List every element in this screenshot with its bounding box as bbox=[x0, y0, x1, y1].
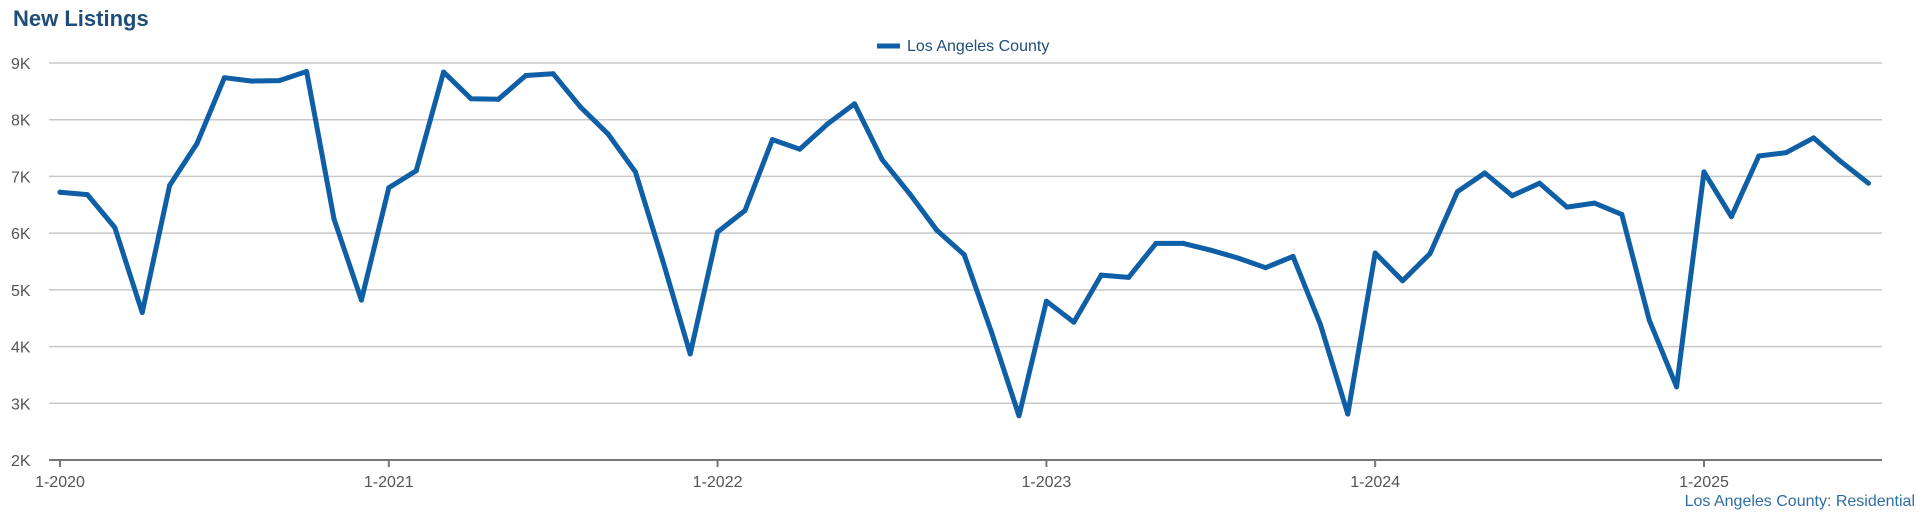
data-point bbox=[989, 329, 995, 335]
data-point bbox=[769, 137, 775, 143]
data-point bbox=[441, 69, 447, 75]
data-point bbox=[331, 216, 337, 222]
data-point bbox=[934, 227, 940, 233]
data-point bbox=[1783, 150, 1789, 156]
data-point bbox=[413, 168, 419, 174]
x-tick-label-1-2021: 1-2021 bbox=[364, 474, 414, 491]
y-tick-label-5K: 5K bbox=[11, 283, 31, 300]
x-tick-label-1-2025: 1-2025 bbox=[1679, 474, 1729, 491]
legend: Los Angeles County bbox=[877, 38, 1049, 55]
data-point bbox=[221, 75, 227, 81]
data-point bbox=[1208, 247, 1214, 253]
data-point bbox=[797, 146, 803, 152]
data-point bbox=[1372, 250, 1378, 256]
legend-label: Los Angeles County bbox=[907, 38, 1049, 55]
y-tick-label-9K: 9K bbox=[11, 56, 31, 73]
data-point bbox=[550, 71, 556, 77]
data-point bbox=[715, 229, 721, 235]
data-point bbox=[1811, 135, 1817, 141]
data-point bbox=[1043, 298, 1049, 304]
data-point bbox=[879, 156, 885, 162]
data-point bbox=[660, 258, 666, 264]
data-point bbox=[578, 104, 584, 110]
data-point bbox=[194, 141, 200, 147]
data-point bbox=[1701, 169, 1707, 175]
data-point bbox=[1454, 189, 1460, 195]
x-tick-label-1-2022: 1-2022 bbox=[693, 474, 743, 491]
data-point bbox=[112, 224, 118, 230]
data-point bbox=[1180, 240, 1186, 246]
x-axis-ticks: 1-2020 1-2021 1-2022 1-2023 1-2024 1-2025 bbox=[35, 460, 1729, 491]
data-point bbox=[852, 101, 858, 107]
data-point bbox=[824, 121, 830, 127]
data-point bbox=[1509, 193, 1515, 199]
data-point bbox=[57, 189, 63, 195]
data-point bbox=[1482, 170, 1488, 176]
chart-title: New Listings bbox=[13, 6, 149, 31]
data-point bbox=[1646, 317, 1652, 323]
data-point bbox=[1345, 411, 1351, 417]
data-point bbox=[1153, 240, 1159, 246]
y-tick-label-8K: 8K bbox=[11, 113, 31, 130]
data-point bbox=[386, 185, 392, 191]
y-gridlines bbox=[49, 62, 1882, 405]
data-point bbox=[1263, 265, 1269, 271]
data-point bbox=[742, 207, 748, 213]
data-point bbox=[1235, 255, 1241, 261]
data-point bbox=[1016, 413, 1022, 419]
data-point bbox=[1290, 253, 1296, 259]
data-point bbox=[468, 96, 474, 102]
data-point bbox=[1838, 159, 1844, 165]
y-axis-tick-labels: 2K 3K 4K 5K 6K 7K 8K 9K bbox=[11, 56, 31, 470]
chart-footer: Los Angeles County: Residential bbox=[1685, 493, 1915, 510]
data-point bbox=[84, 192, 90, 198]
data-point bbox=[1728, 214, 1734, 220]
data-point bbox=[1126, 274, 1132, 280]
y-tick-label-4K: 4K bbox=[11, 340, 31, 357]
data-point bbox=[1537, 180, 1543, 186]
data-point bbox=[358, 297, 364, 303]
data-point bbox=[1400, 278, 1406, 284]
data-point bbox=[605, 131, 611, 137]
data-point bbox=[632, 169, 638, 175]
series-line-0 bbox=[57, 69, 1871, 419]
x-tick-label-1-2023: 1-2023 bbox=[1021, 474, 1071, 491]
data-point bbox=[1756, 153, 1762, 159]
y-tick-label-3K: 3K bbox=[11, 396, 31, 413]
x-tick-label-1-2024: 1-2024 bbox=[1350, 474, 1400, 491]
y-tick-label-6K: 6K bbox=[11, 226, 31, 243]
data-point bbox=[1317, 321, 1323, 327]
series-los-angeles-county bbox=[57, 69, 1871, 419]
data-point bbox=[687, 351, 693, 357]
data-point bbox=[495, 96, 501, 102]
data-point bbox=[1591, 200, 1597, 206]
data-point bbox=[1098, 272, 1104, 278]
data-point bbox=[304, 69, 310, 75]
data-point bbox=[1674, 384, 1680, 390]
data-point bbox=[1427, 251, 1433, 257]
data-point bbox=[906, 190, 912, 196]
data-point bbox=[139, 310, 145, 316]
data-point bbox=[249, 78, 255, 84]
x-tick-label-1-2020: 1-2020 bbox=[35, 474, 85, 491]
data-point bbox=[167, 183, 173, 189]
data-point bbox=[961, 252, 967, 258]
data-point bbox=[1564, 204, 1570, 210]
data-point bbox=[276, 78, 282, 84]
y-tick-label-7K: 7K bbox=[11, 169, 31, 186]
data-point bbox=[1619, 211, 1625, 217]
data-point bbox=[1865, 180, 1871, 186]
data-point bbox=[1071, 319, 1077, 325]
y-tick-label-2K: 2K bbox=[11, 453, 31, 470]
data-point bbox=[523, 72, 529, 78]
